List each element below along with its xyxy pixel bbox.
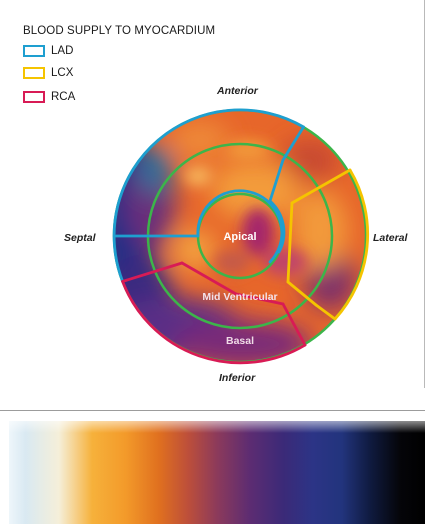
bullseye-plot: Apical Mid Ventricular Basal (112, 108, 370, 365)
colorbar-gradient (9, 421, 425, 524)
inferior-label: Inferior (219, 372, 256, 384)
legend-swatch-rca (23, 91, 45, 103)
colorbar-panel (0, 410, 425, 524)
anterior-label: Anterior (217, 85, 258, 97)
legend-label-rca: RCA (51, 91, 76, 103)
basal-label: Basal (226, 335, 254, 347)
figure-gap (0, 388, 425, 410)
lateral-label: Lateral (373, 232, 408, 244)
lcx-territory-outline (286, 168, 370, 321)
legend-swatch-lad (23, 45, 45, 57)
legend-swatch-lcx (23, 67, 45, 79)
legend-label-lcx: LCX (51, 67, 74, 79)
legend-title: BLOOD SUPPLY TO MYOCARDIUM (23, 25, 216, 37)
legend-label-lad: LAD (51, 45, 74, 57)
lad-territory-outline (112, 108, 305, 283)
rca-territory-outline (121, 261, 307, 365)
apical-label: Apical (223, 231, 256, 243)
mid-ventricular-label: Mid Ventricular (202, 291, 277, 303)
septal-label: Septal (64, 232, 96, 244)
bullseye-figure: BLOOD SUPPLY TO MYOCARDIUM LAD LCX RCA (23, 0, 425, 388)
